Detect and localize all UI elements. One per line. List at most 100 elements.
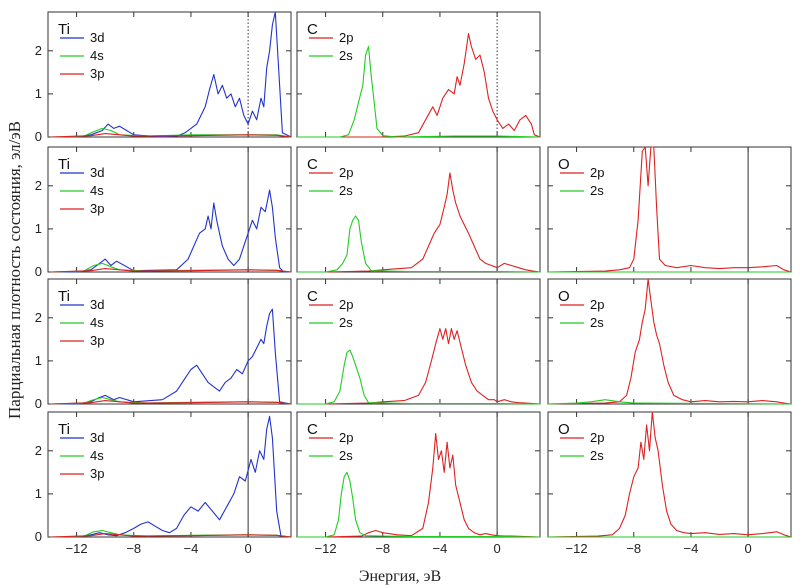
element-label: C bbox=[307, 156, 318, 173]
y-tick-label: 2 bbox=[35, 443, 42, 458]
legend-label-2s: 2s bbox=[339, 315, 353, 330]
x-tick-label: −8 bbox=[126, 541, 141, 556]
element-label: Ti bbox=[58, 156, 70, 173]
series-2p-line bbox=[547, 146, 792, 273]
panel-ti-r2c0: 0 1 2 Ti 3d 4s 3p bbox=[35, 278, 292, 411]
legend-label-4s: 4s bbox=[90, 448, 104, 463]
y-tick-label: 0 bbox=[35, 396, 42, 411]
series-2p-line bbox=[297, 172, 541, 273]
x-tick-label: −12 bbox=[66, 541, 88, 556]
series-2p-line bbox=[297, 33, 541, 138]
element-label: O bbox=[558, 288, 570, 305]
panel-c-r1c1: C 2p 2s bbox=[296, 146, 541, 273]
legend-label-3d: 3d bbox=[90, 297, 104, 312]
x-tick-label: −8 bbox=[626, 541, 641, 556]
panel-frame bbox=[296, 278, 541, 405]
y-tick-label: 1 bbox=[35, 221, 42, 236]
element-label: C bbox=[307, 421, 318, 438]
y-tick-label: 0 bbox=[35, 129, 42, 144]
legend-label-3p: 3p bbox=[90, 333, 104, 348]
legend-label-2s: 2s bbox=[590, 183, 604, 198]
panel-ti-r3c0: −12 −8 −4 0 0 1 2 Ti 3d 4s 3p bbox=[35, 411, 292, 556]
panel-frame bbox=[296, 11, 541, 138]
legend-label-2p: 2p bbox=[339, 30, 353, 45]
legend-label-4s: 4s bbox=[90, 315, 104, 330]
legend-label-3d: 3d bbox=[90, 165, 104, 180]
legend-label-3d: 3d bbox=[90, 430, 104, 445]
series-2s-line bbox=[297, 45, 541, 138]
legend-label-4s: 4s bbox=[90, 48, 104, 63]
legend-label-2p: 2p bbox=[590, 297, 604, 312]
series-2s-line bbox=[297, 215, 541, 273]
legend-label-2p: 2p bbox=[339, 165, 353, 180]
x-tick-label: −4 bbox=[184, 541, 199, 556]
legend-label-3d: 3d bbox=[90, 30, 104, 45]
series-2s-line bbox=[297, 349, 541, 405]
element-label: O bbox=[558, 421, 570, 438]
panels-group: 0 1 2 Ti 3d 4s 3p C 2p 2s 0 1 2 Ti 3d 4s 3p C 2p 2s O 2p 2s 0 1 2… bbox=[35, 11, 792, 556]
y-tick-label: 2 bbox=[35, 310, 42, 325]
x-tick-label: −4 bbox=[684, 541, 699, 556]
legend-label-4s: 4s bbox=[90, 183, 104, 198]
legend-label-2p: 2p bbox=[590, 165, 604, 180]
panel-o-r1c2: O 2p 2s bbox=[547, 146, 792, 273]
x-tick-label: −12 bbox=[315, 541, 337, 556]
panel-frame bbox=[47, 278, 292, 405]
panel-frame bbox=[296, 411, 541, 538]
legend-label-2p: 2p bbox=[339, 297, 353, 312]
series-2p-line bbox=[297, 328, 541, 405]
y-tick-label: 1 bbox=[35, 86, 42, 101]
y-tick-label: 1 bbox=[35, 486, 42, 501]
y-tick-label: 1 bbox=[35, 353, 42, 368]
panel-ti-r1c0: 0 1 2 Ti 3d 4s 3p bbox=[35, 146, 292, 279]
panel-frame bbox=[47, 411, 292, 538]
y-tick-label: 2 bbox=[35, 178, 42, 193]
element-label: O bbox=[558, 156, 570, 173]
panel-frame bbox=[547, 278, 792, 405]
x-tick-label: −8 bbox=[375, 541, 390, 556]
series-2p-line bbox=[297, 433, 541, 538]
legend-label-3p: 3p bbox=[90, 201, 104, 216]
series-2p-line bbox=[547, 411, 792, 538]
legend-label-3p: 3p bbox=[90, 466, 104, 481]
panel-frame bbox=[547, 146, 792, 273]
x-tick-label: 0 bbox=[745, 541, 752, 556]
legend-label-2s: 2s bbox=[590, 448, 604, 463]
element-label: C bbox=[307, 288, 318, 305]
panel-ti-r0c0: 0 1 2 Ti 3d 4s 3p bbox=[35, 11, 292, 144]
x-tick-label: −12 bbox=[566, 541, 588, 556]
legend-label-2s: 2s bbox=[339, 448, 353, 463]
x-axis-label: Энергия, эВ bbox=[359, 568, 441, 585]
element-label: C bbox=[307, 21, 318, 38]
series-3d-line bbox=[50, 189, 291, 273]
series-3d-line bbox=[50, 415, 292, 538]
panel-c-r0c1: C 2p 2s bbox=[296, 11, 541, 138]
legend-label-2p: 2p bbox=[590, 430, 604, 445]
series-2p-line bbox=[547, 278, 792, 405]
x-tick-label: 0 bbox=[245, 541, 252, 556]
series-3p-line bbox=[50, 133, 292, 138]
legend-label-3p: 3p bbox=[90, 66, 104, 81]
panel-o-r3c2: −12 −8 −4 0 O 2p 2s bbox=[547, 411, 792, 556]
y-axis-label: Парциальная плотность состояния, эл/эВ bbox=[5, 121, 24, 419]
series-2s-line bbox=[547, 399, 792, 405]
y-tick-label: 0 bbox=[35, 264, 42, 279]
series-3d-line bbox=[50, 11, 292, 138]
panel-frame bbox=[47, 146, 292, 273]
panel-frame bbox=[47, 11, 292, 138]
series-2s-line bbox=[297, 471, 541, 538]
panel-c-r2c1: C 2p 2s bbox=[296, 278, 541, 405]
panel-o-r2c2: O 2p 2s bbox=[547, 278, 792, 405]
x-tick-label: −4 bbox=[433, 541, 448, 556]
element-label: Ti bbox=[58, 21, 70, 38]
panel-frame bbox=[296, 146, 541, 273]
y-tick-label: 0 bbox=[35, 529, 42, 544]
x-tick-label: 0 bbox=[494, 541, 501, 556]
legend-label-2s: 2s bbox=[590, 315, 604, 330]
legend-label-2p: 2p bbox=[339, 430, 353, 445]
element-label: Ti bbox=[58, 421, 70, 438]
legend-label-2s: 2s bbox=[339, 48, 353, 63]
legend-label-2s: 2s bbox=[339, 183, 353, 198]
series-3p-line bbox=[50, 268, 292, 273]
